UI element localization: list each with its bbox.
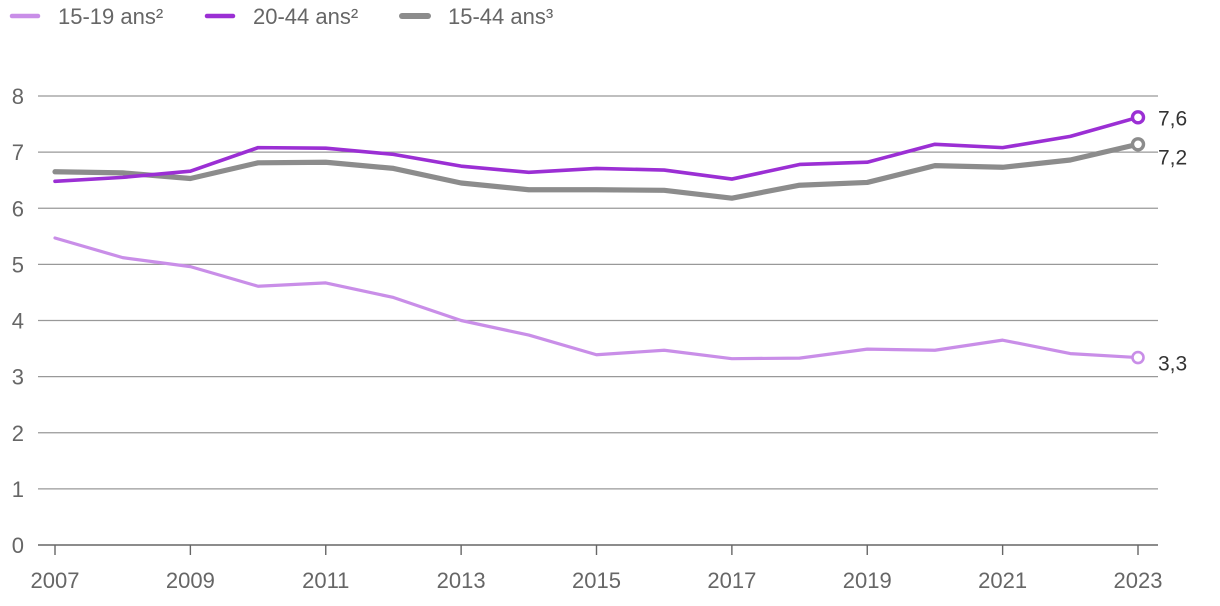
end-value-label-3: 7,2 — [1158, 146, 1187, 169]
x-tick-label: 2023 — [1114, 568, 1163, 593]
series-lines — [52, 115, 1141, 361]
y-tick-label: 5 — [12, 252, 24, 277]
end-marker-3 — [1130, 137, 1146, 152]
x-tick-label: 2017 — [707, 568, 756, 593]
end-marker-2 — [1130, 110, 1146, 125]
grid-lines — [38, 95, 1158, 546]
y-tick-label: 0 — [12, 533, 24, 558]
y-tick-label: 4 — [12, 309, 24, 334]
end-value-label-2: 7,6 — [1158, 107, 1187, 130]
x-tick-label: 2019 — [843, 568, 892, 593]
x-tick-label: 2015 — [572, 568, 621, 593]
legend-label-1: 15-19 ans² — [58, 4, 163, 29]
end-marker-1 — [1131, 350, 1145, 365]
x-tick-label: 2011 — [302, 568, 349, 593]
y-tick-label: 8 — [12, 84, 24, 109]
x-axis: 2007 2009 2011 2013 2015 2017 2019 2021 2023 — [31, 545, 1163, 593]
legend-label-3: 15-44 ans³ — [448, 4, 553, 29]
series-line-2 — [53, 115, 1140, 184]
y-tick-label: 2 — [12, 421, 24, 446]
legend: 15-19 ans² 20-44 ans² 15-44 ans³ — [9, 4, 553, 29]
legend-label-2: 20-44 ans² — [253, 4, 358, 29]
series-line-3 — [52, 141, 1141, 201]
end-markers: 3,3 7,6 7,2 — [1130, 107, 1187, 376]
x-tick-label: 2009 — [166, 568, 215, 593]
x-tick-label: 2013 — [437, 568, 486, 593]
y-tick-label: 6 — [12, 196, 24, 221]
y-tick-label: 1 — [12, 477, 24, 502]
series-line-1 — [53, 236, 1140, 361]
y-axis-ticks: 0 1 2 3 4 5 6 7 8 — [12, 84, 24, 558]
x-tick-label: 2021 — [978, 568, 1027, 593]
y-tick-label: 3 — [12, 365, 24, 390]
y-tick-label: 7 — [12, 140, 24, 165]
end-value-label-1: 3,3 — [1158, 353, 1187, 376]
x-tick-label: 2007 — [31, 568, 80, 593]
